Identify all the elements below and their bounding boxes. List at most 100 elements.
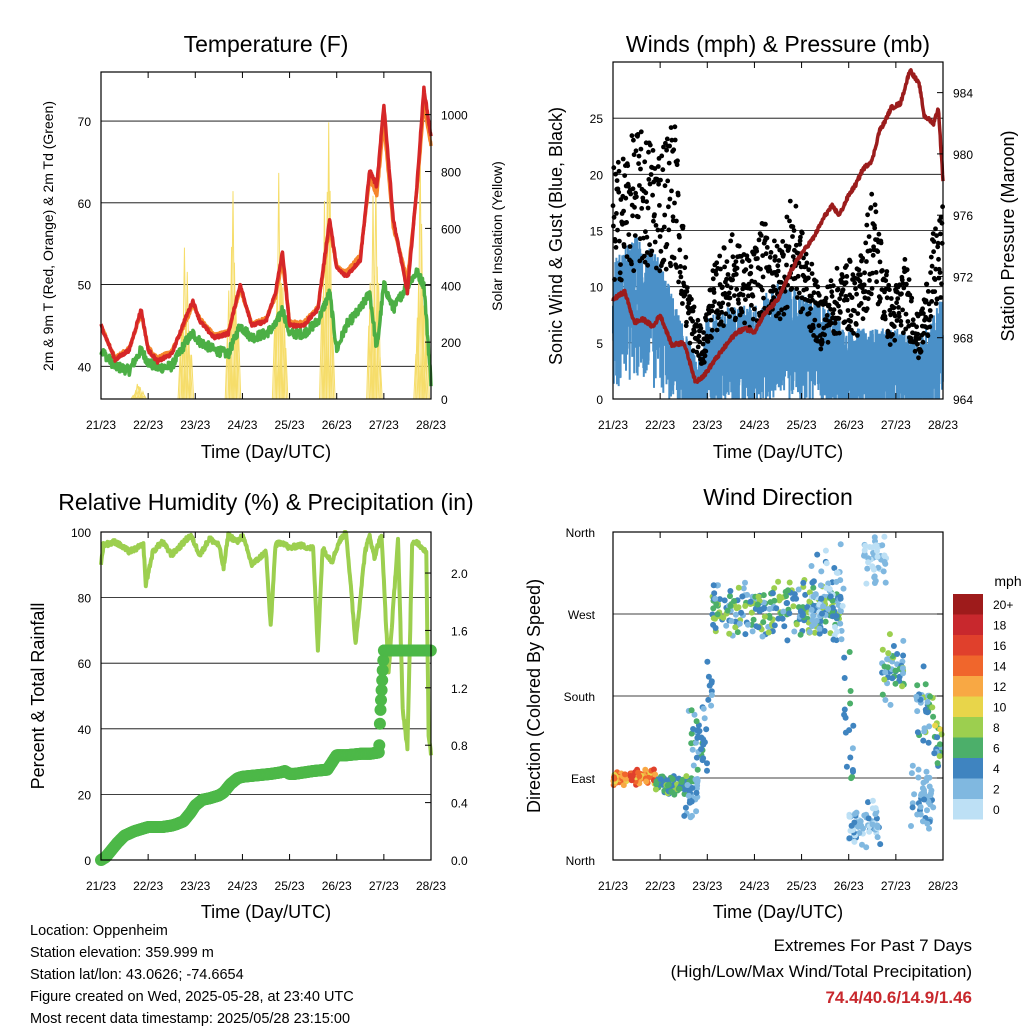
gust-point (615, 227, 620, 233)
gust-point (664, 136, 670, 142)
direction-point (864, 565, 871, 572)
direction-point (795, 586, 802, 593)
direction-point (642, 766, 649, 773)
gust-point (829, 293, 835, 299)
gust-point (617, 270, 623, 276)
legend-label: 10 (993, 701, 1007, 715)
direction-point (657, 776, 664, 783)
direction-point (934, 760, 941, 767)
gust-point (614, 211, 619, 216)
direction-point (678, 779, 685, 785)
gust-point (630, 213, 635, 219)
gust-point (901, 285, 907, 291)
direction-point (874, 834, 881, 841)
direction-point (842, 729, 849, 736)
direction-point (842, 714, 849, 721)
gust-point (727, 295, 733, 301)
direction-point (754, 601, 761, 608)
direction-point (865, 559, 872, 566)
direction-point (755, 593, 762, 600)
direction-point (880, 568, 887, 575)
gust-point (661, 144, 666, 150)
gust-point (865, 296, 871, 302)
solar-spike (230, 191, 236, 400)
gust-point (915, 341, 920, 347)
gust-point (671, 147, 677, 153)
direction-point (750, 616, 757, 623)
gust-point (869, 286, 875, 291)
gust-point (899, 277, 905, 283)
gust-point (656, 181, 661, 187)
gust-point (819, 339, 825, 345)
direction-point (834, 628, 840, 635)
gust-point (806, 275, 811, 281)
gust-point (743, 267, 749, 272)
gust-point (776, 311, 781, 316)
gust-point (743, 297, 748, 302)
gust-point (806, 311, 812, 316)
legend-label: 6 (993, 742, 1000, 756)
y-tick-label: North (566, 854, 595, 868)
gust-point (752, 306, 757, 312)
gust-point (658, 177, 663, 183)
gust-point (740, 292, 746, 298)
winds-series (610, 68, 945, 399)
gust-point (713, 271, 719, 277)
y2-tick-label: 200 (441, 336, 461, 350)
gust-point (652, 239, 658, 245)
gust-point (646, 149, 651, 155)
gust-point (932, 289, 938, 294)
gust-point (677, 269, 683, 275)
x-tick-label: 25/23 (787, 418, 817, 432)
gust-point (882, 316, 888, 322)
gust-point (774, 272, 780, 278)
speed-legend-title: mph (994, 573, 1021, 589)
gust-point (687, 340, 693, 346)
temperature-ylabel: 2m & 9m T (Red, Orange) & 2m Td (Green) (40, 101, 56, 371)
gust-point (672, 137, 678, 143)
gust-point (714, 260, 720, 266)
direction-point (783, 600, 790, 607)
gust-point (775, 263, 781, 269)
direction-point (820, 603, 827, 610)
gust-point (627, 244, 633, 249)
direction-point (914, 682, 921, 689)
direction-point (869, 805, 876, 812)
gust-point (894, 300, 899, 306)
station-elevation: Station elevation: 359.999 m (30, 945, 214, 961)
gust-point (675, 192, 681, 198)
y-tick-label: 70 (78, 115, 92, 129)
legend-swatch (953, 635, 983, 656)
direction-point (932, 722, 939, 729)
direction-point (877, 841, 884, 848)
direction-point (881, 552, 888, 559)
direction-point (785, 587, 791, 594)
gust-point (758, 266, 763, 272)
temperature-panel: Temperature (F) Time (Day/UTC) 2m & 9m T… (40, 31, 505, 462)
gust-point (810, 325, 816, 331)
legend-swatch (953, 717, 983, 738)
gust-point (689, 296, 694, 302)
humidity-ylabel: Percent & Total Rainfall (28, 603, 48, 790)
wind-direction-xlabel: Time (Day/UTC) (713, 902, 843, 922)
direction-point (846, 835, 853, 842)
gust-point (804, 260, 810, 266)
gust-point (626, 232, 632, 238)
direction-point (869, 797, 876, 804)
gust-point (898, 318, 904, 324)
direction-point (688, 707, 695, 714)
gust-point (661, 257, 667, 263)
gust-point (869, 191, 875, 197)
gust-point (722, 264, 727, 270)
gust-point (836, 316, 842, 321)
direction-point (681, 812, 688, 819)
direction-point (892, 667, 899, 674)
legend-label: 18 (993, 619, 1007, 633)
gust-point (789, 286, 795, 291)
direction-point (909, 762, 916, 769)
direction-point (810, 612, 817, 619)
gust-point (631, 268, 637, 274)
direction-point (931, 750, 938, 757)
x-tick-label: 27/23 (369, 879, 399, 893)
direction-point (773, 605, 780, 612)
